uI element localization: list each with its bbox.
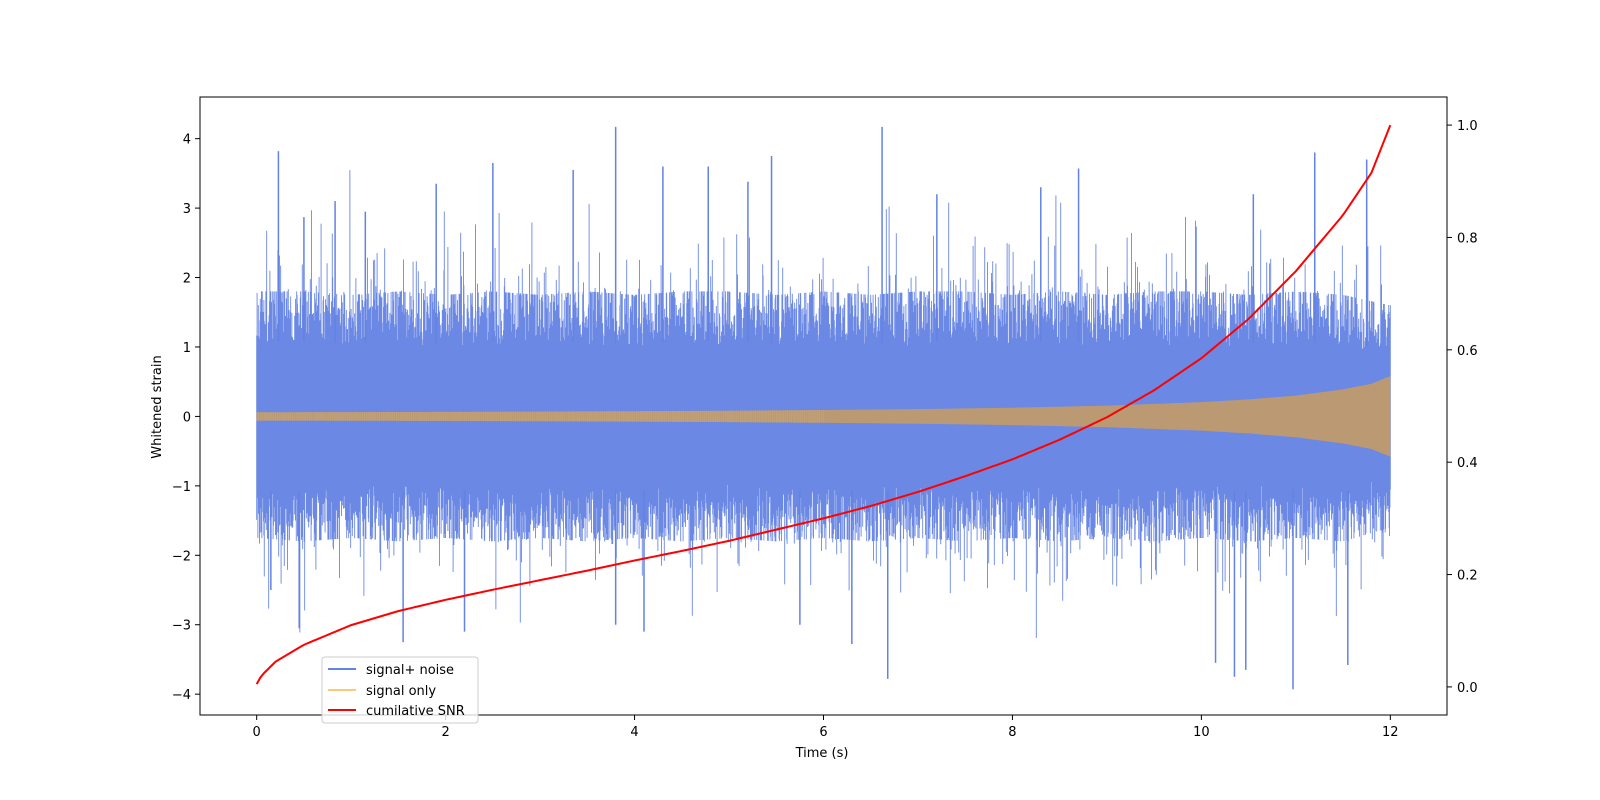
y-tick-label: 1: [183, 341, 191, 356]
y-tick-label: −2: [172, 549, 191, 564]
x-tick-label: 0: [253, 725, 261, 740]
x-axis-label: Time (s): [795, 746, 849, 761]
y-axis-label: Whitened strain: [150, 355, 165, 458]
signal-oscillation: [256, 410, 824, 423]
x-tick-label: 10: [1193, 725, 1210, 740]
x-axis: 0 2 4 6 8 10 12: [253, 715, 1399, 740]
series-cumulative-snr: [255, 124, 1392, 685]
plot-area: [255, 124, 1392, 690]
y-axis-right: 0.0 0.2 0.4 0.6 0.8 1.0: [1447, 119, 1478, 696]
legend-label-cumulative-snr: cumilative SNR: [366, 704, 465, 719]
y-tick-label: 0: [183, 410, 191, 425]
y2-tick-label: 0.8: [1457, 231, 1478, 246]
legend-label-signal-only: signal only: [366, 684, 436, 699]
y-tick-label: −1: [172, 480, 191, 495]
y2-tick-label: 0.0: [1457, 681, 1478, 696]
y-tick-label: −4: [172, 688, 191, 703]
x-tick-label: 8: [1008, 725, 1016, 740]
y-tick-label: −3: [172, 619, 191, 634]
y-tick-label: 4: [183, 133, 191, 148]
legend-label-signal-plus-noise: signal+ noise: [366, 663, 454, 678]
x-tick-label: 6: [819, 725, 827, 740]
y-tick-label: 2: [183, 272, 191, 287]
y2-tick-label: 0.4: [1457, 456, 1478, 471]
x-tick-label: 2: [441, 725, 449, 740]
y-tick-label: 3: [183, 202, 191, 217]
x-tick-label: 4: [630, 725, 638, 740]
x-tick-label: 12: [1382, 725, 1399, 740]
series-signal-only: [256, 376, 1391, 457]
y2-tick-label: 1.0: [1457, 119, 1478, 134]
legend: signal+ noise signal only cumilative SNR: [321, 656, 479, 724]
y2-tick-label: 0.6: [1457, 344, 1478, 359]
y-axis-left: −4 −3 −2 −1 0 1 2 3 4: [172, 133, 200, 703]
snr-line: [255, 124, 1392, 685]
y2-tick-label: 0.2: [1457, 569, 1478, 584]
legend-box: [321, 656, 479, 724]
